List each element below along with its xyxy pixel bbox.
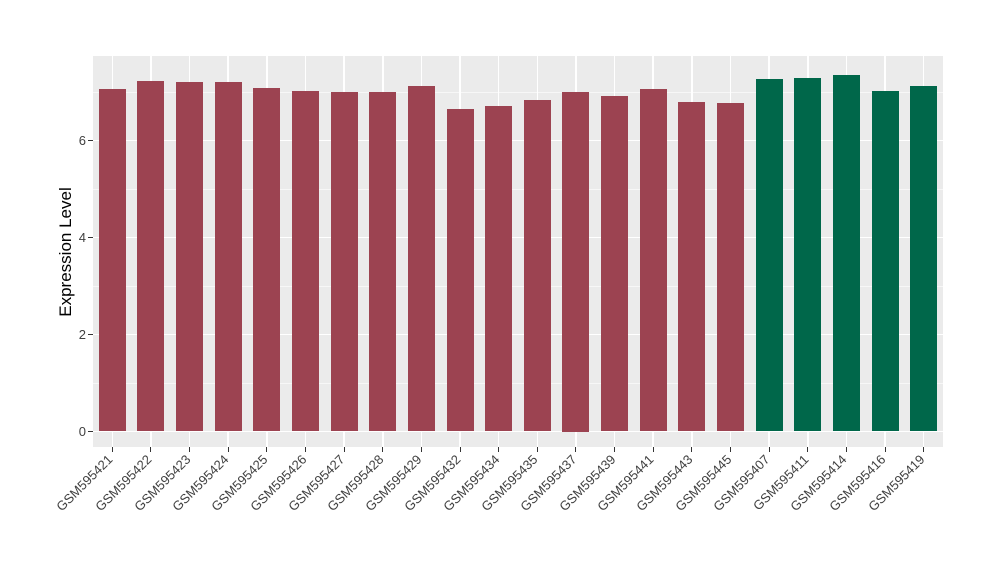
x-tick-mark [536,447,538,452]
gridline-major-y0 [93,430,943,433]
bar-GSM595435 [523,99,551,432]
gridline-major-y2 [93,333,943,336]
x-tick-mark [498,447,500,452]
bar-GSM595434 [485,105,513,432]
x-tick-mark [420,447,422,452]
y-axis-title: Expression Level [56,186,75,317]
x-tick-mark [923,447,925,452]
y-tick-label-4: 4 [78,229,86,245]
x-tick-mark [845,447,847,452]
bar-GSM595416 [871,91,899,432]
x-tick-mark [575,447,577,452]
x-tick-mark [227,447,229,452]
bar-GSM595429 [407,86,435,432]
bar-GSM595414 [832,74,860,432]
bar-GSM595443 [678,101,706,432]
bar-GSM595445 [717,103,744,432]
gridline-major-y6 [93,139,943,142]
plot-panel [93,56,943,447]
x-tick-mark [614,447,616,452]
y-tick-mark [88,237,93,238]
bar-GSM595425 [253,88,281,432]
x-tick-mark [111,447,113,452]
y-tick-mark [88,334,93,335]
bar-GSM595439 [601,95,629,432]
gridline-major-y4 [93,236,943,239]
bar-GSM595428 [369,92,397,432]
bar-GSM595423 [176,82,204,432]
bar-GSM595419 [910,85,938,432]
bar-GSM595427 [330,91,358,432]
y-tick-mark [88,140,93,141]
gridline-minor-y3 [93,285,943,287]
bar-GSM595421 [98,89,126,432]
y-tick-label-0: 0 [78,423,86,439]
x-tick-mark [691,447,693,452]
x-tick-mark [150,447,152,452]
x-tick-mark [807,447,809,452]
x-tick-mark [459,447,461,452]
y-tick-label-6: 6 [78,132,86,148]
bar-GSM595411 [794,78,822,432]
bar-GSM595432 [446,109,474,432]
x-tick-mark [382,447,384,452]
gridline-minor-y5 [93,188,943,190]
x-tick-mark [768,447,770,452]
bar-GSM595437 [562,92,590,432]
y-tick-label-2: 2 [78,326,86,342]
x-tick-mark [189,447,191,452]
x-tick-mark [884,447,886,452]
bar-GSM595407 [755,78,783,432]
x-tick-mark [343,447,345,452]
bar-GSM595426 [292,91,319,432]
bar-GSM595422 [137,81,165,432]
gridline-minor-y7 [93,91,943,93]
y-tick-mark [88,431,93,432]
bar-GSM595424 [214,82,242,432]
x-tick-mark [652,447,654,452]
bar-GSM595441 [639,89,667,432]
x-tick-mark [266,447,268,452]
gridline-minor-y1 [93,382,943,384]
x-tick-mark [305,447,306,452]
x-tick-mark [730,447,731,452]
